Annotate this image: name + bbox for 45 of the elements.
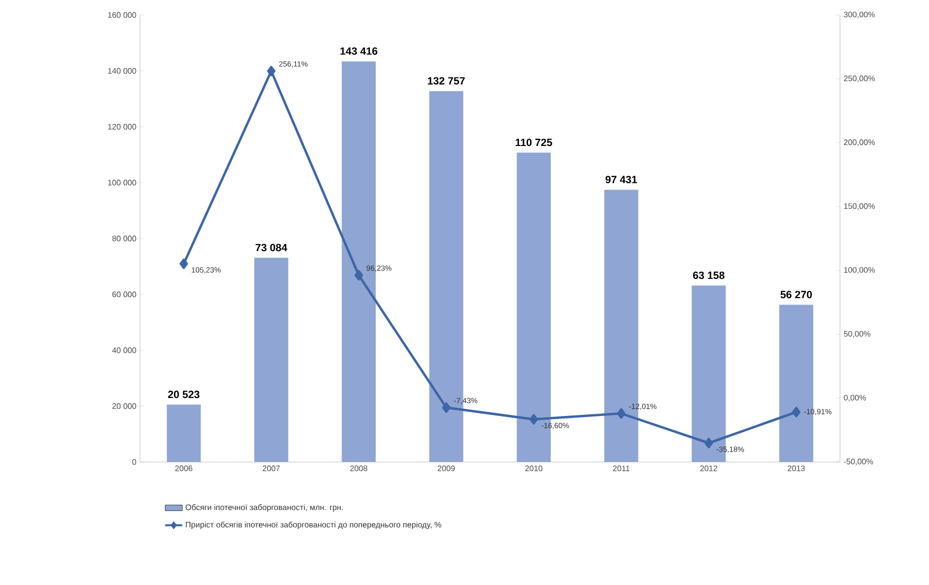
y2-tick-label: 50,00%	[844, 330, 870, 338]
data-label: 20 523	[168, 390, 200, 398]
y2-tick-label: 0,00%	[844, 394, 866, 402]
y-tick-label: 120 000	[108, 124, 136, 130]
y-tick-label: 20 000	[112, 403, 136, 409]
x-tick-label: 2008	[350, 466, 368, 472]
data-label: 63 158	[693, 272, 724, 280]
point	[530, 414, 538, 425]
y2-tick-label: 150,00%	[844, 203, 875, 210]
y2-tick-label: 300,00%	[844, 12, 875, 18]
y-tick-label: 40 000	[112, 347, 136, 354]
point	[267, 66, 276, 76]
x-tick-label: 2007	[262, 466, 280, 472]
data-label: 97 431	[606, 176, 637, 184]
legend-label: Обсяги іпотечної заборгованості, млн. грн.	[186, 504, 343, 512]
y-tick-label: 160 000	[108, 12, 136, 18]
bar	[254, 258, 288, 462]
legend-label: Приріст обсягів іпотечної заборгованості до попереднього періоду, %	[186, 522, 442, 530]
y-tick-label: 80 000	[112, 236, 136, 242]
x-tick-label: 2012	[700, 466, 718, 472]
bar	[166, 404, 201, 462]
point	[704, 438, 713, 448]
x-tick-label: 2010	[525, 466, 542, 472]
data-label: 56 270	[780, 290, 812, 298]
point	[180, 258, 188, 269]
x-tick-label: 2009	[438, 466, 455, 472]
point	[442, 402, 450, 413]
y2-tick-label: 250,00%	[844, 76, 875, 82]
y-tick-label: 60 000	[112, 292, 136, 298]
point	[617, 408, 626, 419]
data-label: 132 757	[428, 77, 465, 85]
y2-tick-label: 200,00%	[844, 139, 875, 146]
y-tick-label: 0	[132, 459, 136, 465]
y-tick-label: 140 000	[108, 68, 136, 74]
x-tick-label: 2006	[175, 466, 192, 472]
data-label: 110 725	[516, 138, 552, 146]
y2-tick-label: 100,00%	[844, 267, 875, 274]
y-tick-label: 100 000	[108, 180, 136, 186]
point	[354, 270, 363, 280]
x-tick-label: 2011	[613, 466, 630, 472]
point	[792, 406, 800, 418]
x-tick-label: 2013	[788, 466, 805, 472]
data-label: 143 416	[340, 47, 378, 55]
data-label: 73 084	[256, 244, 288, 252]
y2-tick-label: -50,00%	[844, 458, 874, 466]
